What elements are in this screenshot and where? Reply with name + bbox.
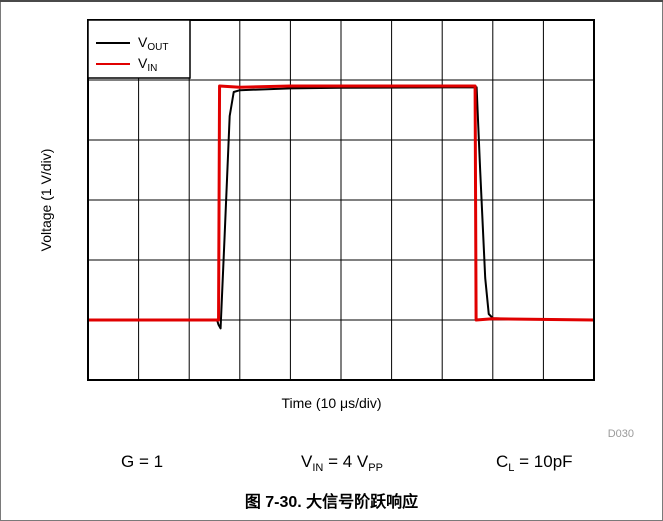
series-line-vout (88, 86, 595, 330)
figure-caption: 图 7-30. 大信号阶跃响应 (244, 494, 419, 511)
legend-label-vin: VIN (138, 55, 158, 74)
series-group (88, 84, 595, 330)
series-line-vin (88, 84, 595, 322)
legend-label-vout: VOUT (138, 34, 169, 53)
x-axis-label: Time (10 μs/div) (281, 395, 382, 411)
condition-cl: CL = 10pF (496, 452, 573, 474)
figure-tag: D030 (607, 428, 634, 440)
plot-border (87, 19, 595, 381)
legend (87, 19, 191, 79)
condition-vin: VIN = 4 VPP (301, 452, 383, 474)
top-rule (0, 0, 663, 2)
condition-gain: G = 1 (121, 452, 164, 471)
legend-box (87, 19, 191, 79)
grid (88, 20, 594, 380)
